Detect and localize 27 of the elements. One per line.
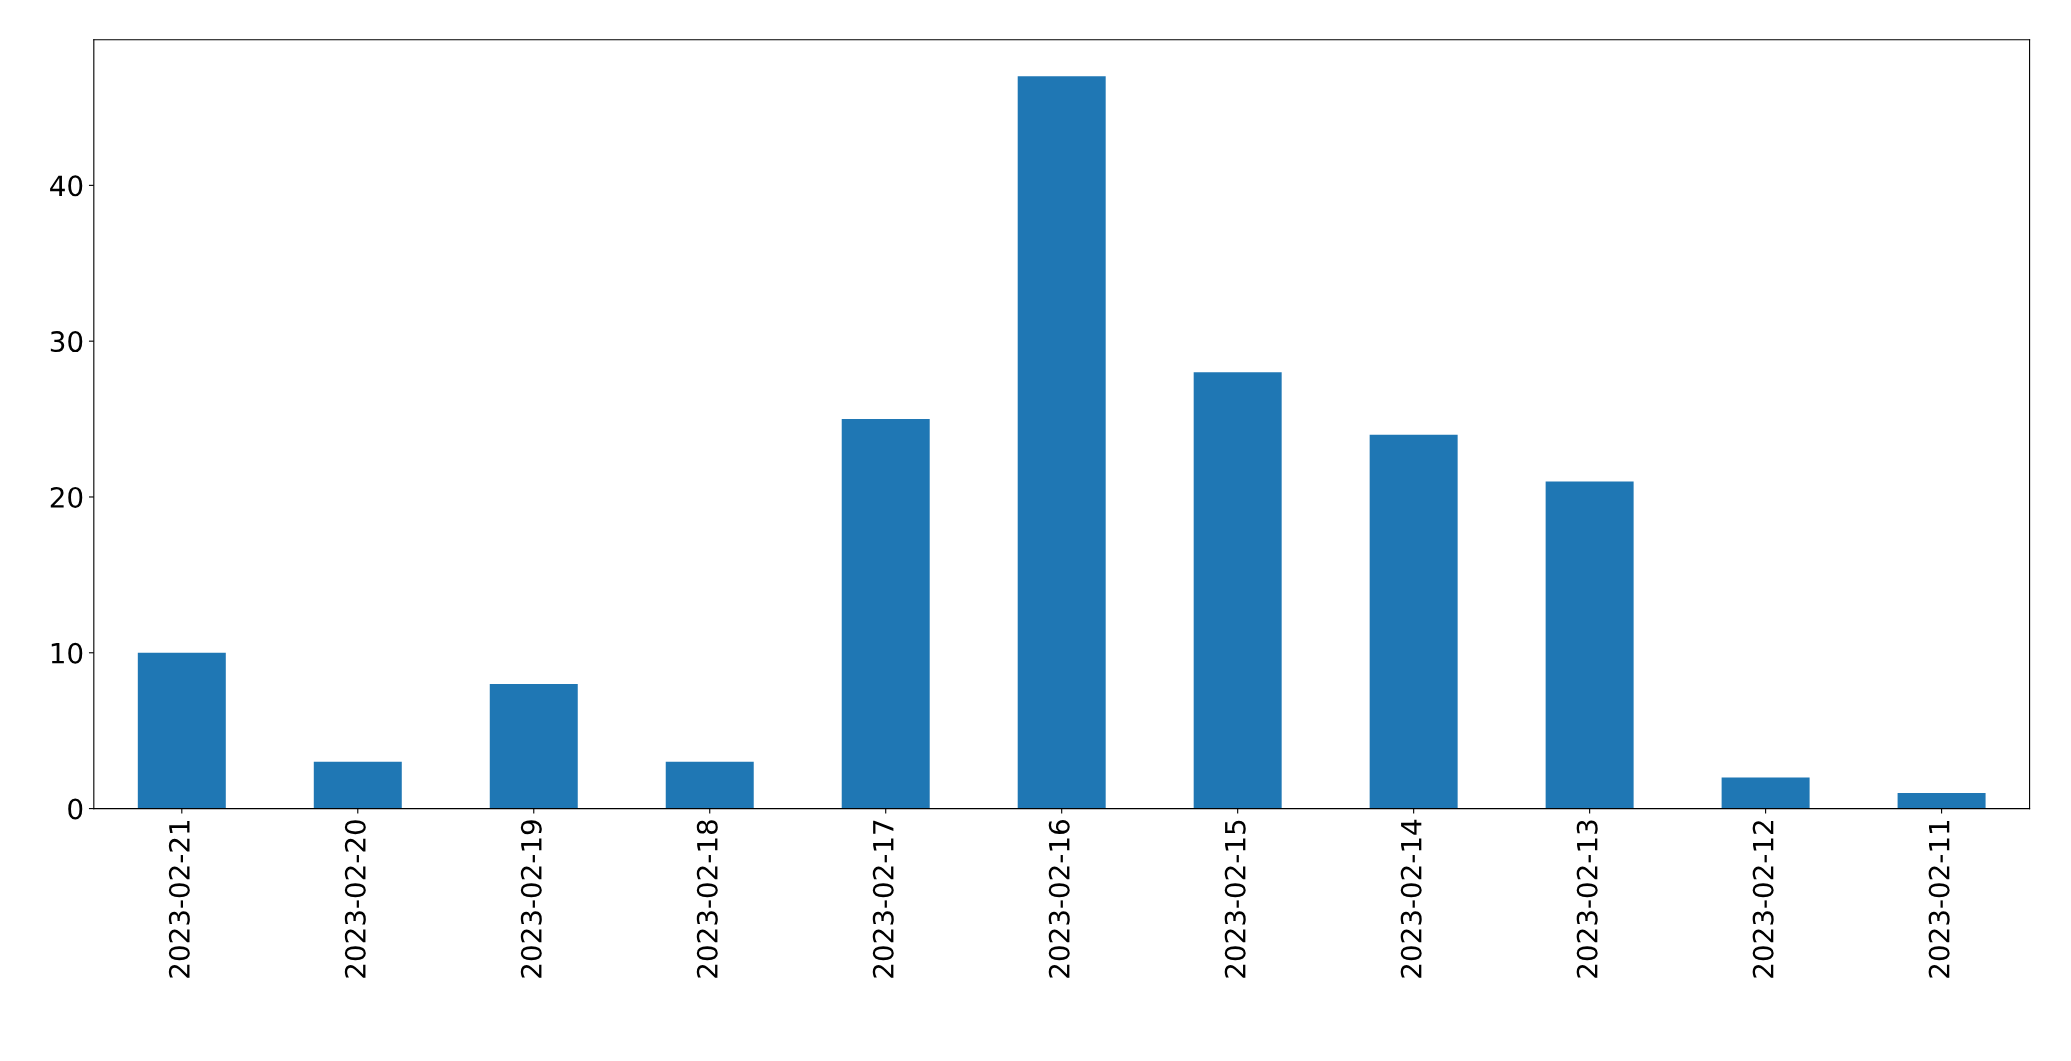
bar bbox=[1897, 793, 1986, 809]
y-tick-label: 10 bbox=[51, 642, 83, 664]
x-tick-label: 2023-02-13 bbox=[1576, 820, 1598, 978]
bar bbox=[137, 652, 226, 809]
x-tick-label: 2023-02-20 bbox=[344, 820, 366, 978]
y-tick-label: 20 bbox=[50, 486, 83, 508]
x-tick-label: 2023-02-18 bbox=[696, 820, 718, 978]
x-tick-label: 2023-02-11 bbox=[1928, 820, 1950, 978]
y-tick-label: 40 bbox=[50, 175, 83, 197]
bar bbox=[1193, 372, 1282, 809]
y-tick-label: 30 bbox=[50, 331, 83, 353]
bar bbox=[665, 761, 754, 809]
bar bbox=[841, 419, 930, 809]
bar bbox=[1545, 481, 1634, 809]
x-tick-label: 2023-02-21 bbox=[168, 820, 190, 978]
y-tick-label: 0 bbox=[68, 798, 83, 820]
x-tick-label: 2023-02-19 bbox=[520, 820, 542, 978]
bar bbox=[1721, 777, 1810, 809]
x-tick-label: 2023-02-16 bbox=[1048, 820, 1070, 978]
bar bbox=[313, 761, 402, 809]
x-tick-label: 2023-02-12 bbox=[1752, 821, 1774, 978]
bar bbox=[489, 683, 578, 809]
x-tick-label: 2023-02-17 bbox=[872, 820, 894, 978]
x-tick-label: 2023-02-14 bbox=[1400, 819, 1422, 978]
bar bbox=[1369, 434, 1458, 809]
bar bbox=[1017, 76, 1106, 809]
x-tick-label: 2023-02-15 bbox=[1224, 820, 1246, 978]
